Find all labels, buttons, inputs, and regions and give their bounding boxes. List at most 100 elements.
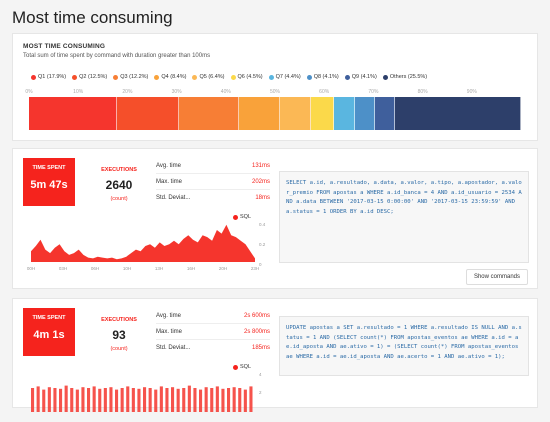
sql-code-block[interactable]: SELECT a.id, a.resultado, a.data, a.valo… (279, 171, 529, 263)
legend-item[interactable]: Others (25.5%) (382, 74, 427, 80)
sql-bar[interactable] (75, 389, 79, 412)
show-commands-button[interactable]: Show commands (465, 269, 528, 285)
sql-bar[interactable] (165, 388, 169, 412)
legend-label: Q8 (4.1%) (313, 74, 339, 80)
sql-bar[interactable] (42, 389, 46, 412)
legend-dot-icon (230, 74, 236, 80)
sql-bar[interactable] (70, 388, 74, 412)
sql-bar[interactable] (238, 388, 242, 412)
sql-bar[interactable] (221, 388, 225, 412)
stack-segment[interactable] (238, 97, 280, 130)
query-card-2: TIME SPENT 4m 1s EXECUTIONS 93 (count) A… (12, 298, 538, 412)
axis-tick-label: 10% (73, 89, 84, 95)
sql-bar[interactable] (87, 388, 91, 412)
executions-value: 2640 (105, 178, 133, 192)
sql-bar[interactable] (131, 388, 135, 412)
sql-bar[interactable] (92, 386, 96, 412)
sql-bar[interactable] (53, 388, 57, 412)
sql-bar[interactable] (148, 388, 152, 412)
stat-value: 185ms (251, 345, 270, 351)
sql-bar[interactable] (187, 385, 191, 412)
stat-label: Max. time (156, 178, 183, 185)
sql-bar[interactable] (215, 386, 219, 412)
legend-item[interactable]: Q1 (17.9%) (31, 74, 66, 80)
sql-bar[interactable] (176, 388, 180, 412)
stacked-share-bar[interactable] (29, 97, 521, 130)
sql-bar[interactable] (120, 388, 124, 412)
sql-bar[interactable] (249, 386, 253, 412)
axis-tick-label: 06H (91, 266, 99, 271)
sql-bar[interactable] (199, 389, 203, 412)
stack-segment[interactable] (29, 97, 118, 130)
stat-row-avg: Avg. time 2s 600ms (156, 308, 270, 324)
legend-dot-icon (382, 74, 388, 80)
sql-bar[interactable] (98, 388, 102, 412)
stat-label: Std. Deviat... (156, 345, 191, 351)
time-series-chart[interactable]: 00H 03H 06H 10H 13H 16H 20H 23H 0.4 0.2 0 (27, 214, 267, 272)
stat-label: Avg. time (156, 162, 181, 169)
legend-item[interactable]: Q8 (4.1%) (306, 74, 339, 80)
legend-dot-icon (344, 74, 350, 80)
axis-tick-label: 90% (466, 89, 477, 95)
stats-table: Avg. time 131ms Max. time 202ms Std. Dev… (156, 158, 270, 206)
stack-segment[interactable] (279, 97, 312, 130)
stack-segment[interactable] (311, 97, 334, 130)
sql-bar[interactable] (64, 385, 68, 412)
legend-item[interactable]: Q6 (4.5%) (230, 74, 263, 80)
axis-tick-label: 50% (269, 89, 281, 95)
sql-bar[interactable] (154, 389, 158, 412)
sql-bar[interactable] (227, 388, 231, 412)
sql-bar[interactable] (159, 386, 163, 412)
legend-label: SQL (240, 364, 252, 370)
executions-box: EXECUTIONS 2640 (count) (91, 167, 147, 202)
axis-tick-label: 00H (27, 266, 35, 271)
axis-tick-label: 10H (123, 266, 131, 271)
sql-bar[interactable] (126, 386, 130, 412)
sql-bar[interactable] (210, 388, 214, 412)
time-spent-box: TIME SPENT 5m 47s (23, 158, 75, 206)
stat-row-max: Max. time 2s 800ms (156, 324, 270, 340)
sql-code-block[interactable]: UPDATE apostas a SET a.resultado = 1 WHE… (279, 316, 529, 376)
stat-label: Max. time (156, 328, 183, 335)
stat-value: 18ms (255, 195, 270, 201)
sql-bar[interactable] (36, 386, 40, 412)
sql-bar[interactable] (193, 388, 197, 412)
sql-bar[interactable] (103, 388, 107, 412)
summary-subtitle: Total sum of time spent by command with … (23, 53, 211, 59)
legend-item[interactable]: Q3 (12.2%) (113, 74, 148, 80)
sql-area-series[interactable] (31, 224, 255, 262)
stat-value: 131ms (251, 162, 270, 169)
stack-segment[interactable] (333, 97, 356, 130)
stack-segment[interactable] (117, 97, 179, 130)
legend-label: Q6 (4.5%) (237, 74, 263, 80)
sql-bar[interactable] (182, 388, 186, 412)
axis-tick-label: 60% (319, 89, 330, 95)
sql-bar[interactable] (59, 388, 63, 412)
percent-axis: 0% 10% 20% 30% 40% 50% 60% 70% 80% 90% (25, 89, 539, 97)
stat-value: 2s 800ms (243, 328, 270, 335)
stack-segment[interactable] (395, 97, 521, 130)
sql-bar[interactable] (31, 388, 35, 412)
sql-bar[interactable] (243, 389, 247, 412)
legend-item[interactable]: Q5 (6.4%) (192, 74, 225, 80)
sql-bar[interactable] (137, 388, 141, 412)
stack-segment[interactable] (178, 97, 239, 130)
executions-label: EXECUTIONS (101, 317, 137, 323)
legend-dot-icon (233, 364, 238, 370)
legend-item[interactable]: Q9 (4.1%) (344, 74, 377, 80)
legend-item[interactable]: Q7 (4.4%) (268, 74, 301, 80)
legend-item[interactable]: Q2 (12.5%) (72, 74, 107, 80)
sql-bar[interactable] (115, 389, 119, 412)
stat-row-max: Max. time 202ms (156, 174, 270, 190)
legend-item[interactable]: Q4 (8.4%) (154, 74, 186, 80)
stat-value: 202ms (251, 178, 270, 185)
axis-tick-label: 4 (259, 372, 262, 377)
axis-tick-label: 70% (368, 89, 379, 95)
time-series-chart[interactable]: 42 (27, 364, 267, 422)
legend-dot-icon (233, 214, 238, 220)
stack-segment[interactable] (355, 97, 376, 130)
axis-tick-label: 0.2 (259, 242, 266, 247)
executions-value: 93 (112, 328, 126, 342)
stack-segment[interactable] (375, 97, 396, 130)
axis-tick-label: 30% (171, 89, 182, 95)
